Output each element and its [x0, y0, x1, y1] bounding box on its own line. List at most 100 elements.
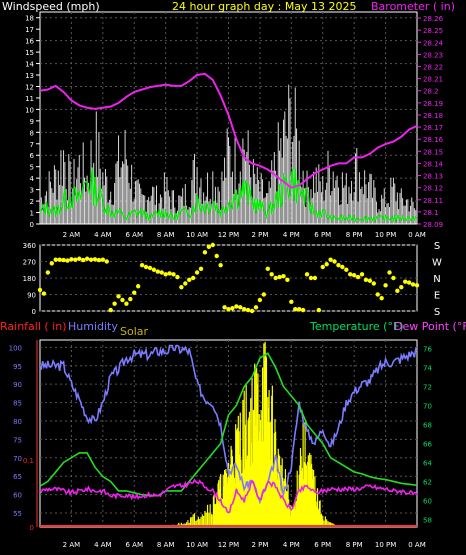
- dewpoint-label: Dew Point (°F): [394, 320, 466, 333]
- direction-tick-label: 180: [23, 275, 36, 283]
- direction-point: [308, 275, 314, 281]
- barometer-tick-label: 28.19: [423, 100, 443, 108]
- direction-point: [218, 262, 223, 268]
- direction-point: [159, 270, 164, 275]
- wind-x-tick-label: 10 AM: [186, 231, 208, 239]
- wind-x-tick-label: 4 AM: [94, 231, 112, 239]
- direction-point: [77, 256, 82, 261]
- direction-point: [234, 304, 239, 309]
- direction-point: [245, 307, 251, 313]
- direction-point: [100, 257, 106, 262]
- direction-point: [202, 250, 208, 255]
- direction-point: [328, 257, 333, 262]
- wind-x-tick-label: 2 AM: [63, 231, 81, 239]
- direction-point: [414, 283, 420, 288]
- wind-x-tick-label: 0 AM: [408, 231, 426, 239]
- direction-point: [69, 257, 74, 262]
- direction-point: [88, 257, 94, 262]
- climate-x-tick-label: 6 AM: [125, 541, 143, 549]
- temperature-tick-label: 62: [423, 478, 432, 486]
- direction-point: [139, 262, 145, 268]
- direction-point: [53, 257, 58, 262]
- barometer-tick-label: 28.18: [423, 112, 443, 120]
- direction-point: [194, 270, 200, 275]
- barometer-tick-label: 28.12: [423, 185, 443, 193]
- windspeed-tick-label: 5: [30, 164, 34, 172]
- direction-point: [403, 279, 408, 284]
- climate-x-tick-label: 6 PM: [314, 541, 331, 549]
- direction-point: [230, 306, 235, 311]
- barometer-line: [39, 72, 418, 189]
- windspeed-tick-label: 16: [25, 38, 34, 46]
- solar-label: Solar: [120, 325, 149, 338]
- direction-point: [261, 292, 267, 297]
- windspeed-tick-label: 14: [25, 61, 34, 69]
- climate-x-tick-label: 2 AM: [63, 541, 81, 549]
- rainfall-label: Rainfall ( in): [0, 320, 67, 333]
- direction-point: [367, 278, 373, 283]
- barometer-tick-label: 28.24: [423, 39, 444, 47]
- windspeed-tick-label: 15: [25, 49, 34, 57]
- barometer-tick-label: 28.16: [423, 136, 444, 144]
- direction-point: [175, 274, 180, 280]
- direction-point: [155, 269, 161, 274]
- direction-point: [163, 272, 168, 277]
- compass-label: E: [434, 291, 440, 302]
- windspeed-tick-label: 12: [25, 83, 34, 91]
- direction-point: [57, 257, 62, 262]
- wind-x-tick-label: 4 PM: [283, 231, 300, 239]
- compass-label: S: [434, 241, 440, 252]
- direction-point: [281, 273, 286, 279]
- direction-point: [304, 272, 310, 277]
- temperature-tick-label: 64: [423, 459, 432, 467]
- direction-point: [269, 272, 274, 277]
- direction-point: [120, 297, 125, 303]
- humidity-tick-label: 65: [13, 473, 22, 481]
- direction-point: [190, 275, 196, 281]
- direction-point: [293, 306, 298, 312]
- compass-label: W: [432, 258, 442, 269]
- windspeed-axis-title: Windspeed (mph): [2, 0, 100, 13]
- direction-point: [104, 259, 109, 264]
- direction-point: [336, 262, 341, 268]
- barometer-tick-label: 28.11: [423, 197, 443, 205]
- humidity-tick-label: 60: [13, 492, 22, 500]
- direction-point: [128, 296, 133, 302]
- direction-point: [179, 284, 184, 290]
- direction-point: [49, 261, 54, 266]
- direction-point: [363, 277, 369, 283]
- windspeed-line: [39, 167, 418, 224]
- direction-point: [410, 282, 416, 287]
- direction-point: [183, 281, 188, 286]
- wind-x-tick-label: 6 AM: [125, 231, 143, 239]
- direction-point: [257, 297, 263, 303]
- direction-point: [80, 257, 86, 263]
- windspeed-tick-label: 1: [30, 210, 34, 218]
- windspeed-tick-label: 6: [30, 152, 35, 160]
- direction-point: [37, 287, 43, 293]
- temperature-tick-label: 70: [423, 402, 432, 410]
- humidity-tick-label: 80: [13, 418, 22, 426]
- humidity-tick-label: 85: [13, 400, 22, 408]
- direction-point: [84, 256, 90, 261]
- temperature-tick-label: 68: [423, 421, 432, 429]
- direction-point: [399, 284, 404, 290]
- windspeed-tick-label: 2: [30, 198, 34, 206]
- barometer-tick-label: 28.26: [423, 15, 444, 23]
- direction-point: [73, 257, 78, 262]
- direction-point: [206, 244, 212, 250]
- direction-point: [265, 266, 270, 272]
- rain-tick-label: 0: [30, 524, 34, 532]
- direction-point: [116, 294, 121, 299]
- direction-point: [151, 267, 157, 272]
- humidity-tick-label: 95: [13, 363, 22, 371]
- direction-point: [214, 253, 219, 259]
- direction-point: [253, 305, 259, 310]
- direction-point: [387, 270, 392, 275]
- barometer-tick-label: 28.23: [423, 51, 443, 59]
- wind-x-tick-label: 8 AM: [157, 231, 175, 239]
- temperature-tick-label: 66: [423, 440, 432, 448]
- direction-point: [45, 270, 51, 275]
- direction-point: [348, 272, 353, 277]
- humidity-tick-label: 55: [13, 510, 22, 518]
